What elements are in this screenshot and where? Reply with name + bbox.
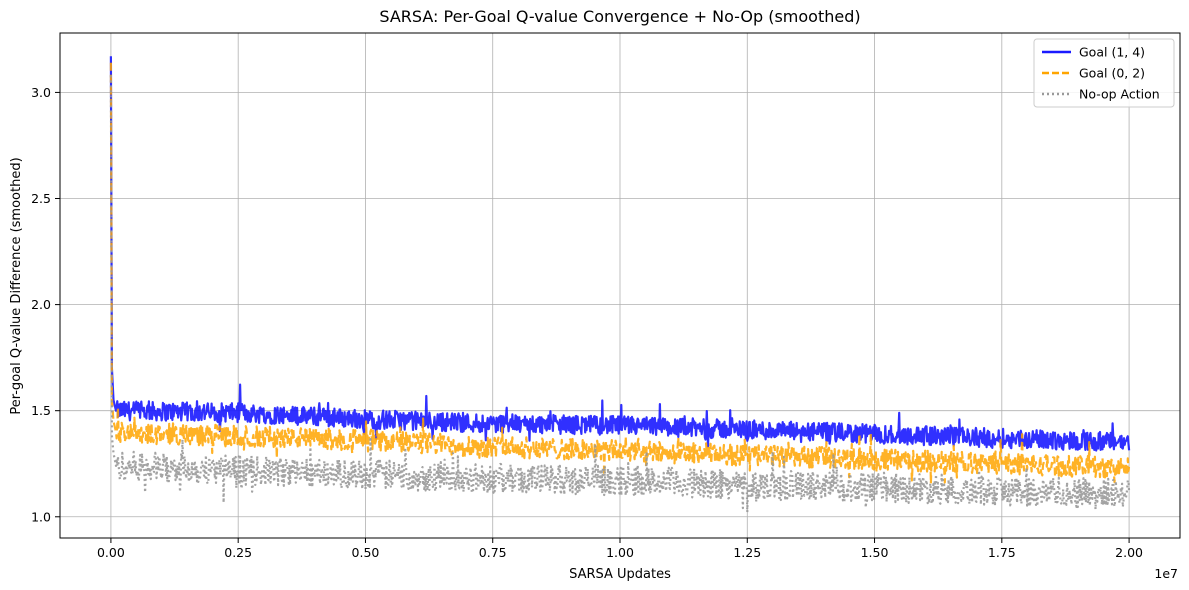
chart-title: SARSA: Per-Goal Q-value Convergence + No…	[379, 7, 860, 26]
series-line-goal-1-4	[109, 56, 1131, 452]
y-tick-label: 1.0	[31, 509, 51, 524]
series-line-goal-0-2	[109, 62, 1131, 485]
x-axis-label: SARSA Updates	[569, 567, 671, 582]
legend-label-goal-0-2: Goal (0, 2)	[1079, 66, 1145, 81]
legend-label-goal-1-4: Goal (1, 4)	[1079, 45, 1145, 60]
series-line-no-op-action	[109, 75, 1131, 514]
x-tick-label: 1.50	[861, 545, 889, 560]
y-axis-label: Per-goal Q-value Difference (smoothed)	[9, 157, 24, 414]
grid	[60, 33, 1180, 538]
legend: Goal (1, 4) Goal (0, 2) No-op Action	[1033, 38, 1175, 108]
x-tick-label: 1.25	[733, 545, 761, 560]
ticks: 0.00 0.25 0.50 0.75 1.00 1.25 1.50 1.75 2.00 1.0 1…	[31, 85, 1143, 560]
x-tick-label: 1.00	[606, 545, 634, 560]
x-axis-offset-text: 1e7	[1154, 566, 1178, 581]
series-layer	[109, 56, 1131, 514]
y-tick-label: 3.0	[31, 85, 51, 100]
x-tick-label: 2.00	[1115, 545, 1143, 560]
legend-box	[1033, 38, 1175, 108]
y-tick-label: 2.5	[31, 191, 51, 206]
x-tick-label: 0.00	[97, 545, 125, 560]
legend-label-no-op-action: No-op Action	[1079, 87, 1160, 102]
x-tick-label: 0.50	[352, 545, 380, 560]
x-tick-label: 0.75	[479, 545, 507, 560]
x-tick-label: 1.75	[988, 545, 1016, 560]
y-tick-label: 1.5	[31, 403, 51, 418]
x-tick-label: 0.25	[224, 545, 252, 560]
y-tick-label: 2.0	[31, 297, 51, 312]
